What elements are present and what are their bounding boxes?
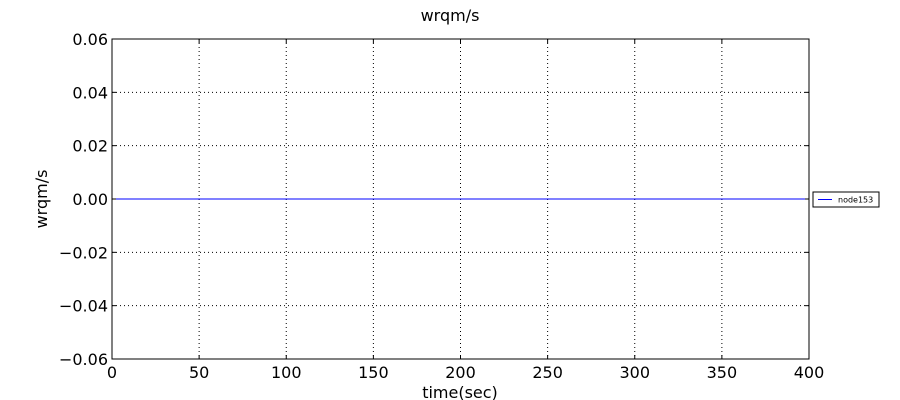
x-tick-label: 50 xyxy=(189,363,209,382)
x-tick-label: 0 xyxy=(107,363,117,382)
y-tick-label: 0.00 xyxy=(72,190,108,209)
y-axis-title: wrqm/s xyxy=(32,170,51,229)
x-axis-title: time(sec) xyxy=(422,383,498,400)
y-tick-label: −0.04 xyxy=(59,297,108,316)
y-tick-label: −0.06 xyxy=(59,350,108,369)
y-tick-label: 0.04 xyxy=(72,83,108,102)
y-tick-label: 0.02 xyxy=(72,137,108,156)
x-tick-label: 100 xyxy=(271,363,302,382)
chart-title: wrqm/s xyxy=(421,6,480,25)
x-tick-label: 200 xyxy=(445,363,476,382)
x-tick-label: 250 xyxy=(532,363,563,382)
y-tick-label: −0.02 xyxy=(59,243,108,262)
x-tick-label: 150 xyxy=(358,363,389,382)
y-tick-label: 0.06 xyxy=(72,30,108,49)
legend-box xyxy=(812,191,880,208)
x-tick-label: 400 xyxy=(794,363,825,382)
legend-label-node153: node153 xyxy=(838,196,873,205)
ticks: 0 50 100 150 200 250 300 350 400 0.06 0.04 0.02 0.00… xyxy=(59,30,824,382)
x-tick-label: 300 xyxy=(619,363,650,382)
legend: node153 xyxy=(812,191,880,208)
x-tick-label: 350 xyxy=(707,363,738,382)
